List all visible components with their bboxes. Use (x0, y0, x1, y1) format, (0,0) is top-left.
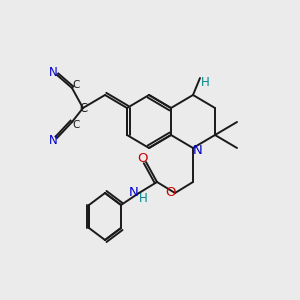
Text: C: C (72, 80, 80, 90)
Text: C: C (72, 120, 80, 130)
Text: O: O (138, 152, 148, 166)
Text: N: N (193, 143, 203, 157)
Text: H: H (201, 76, 209, 88)
Text: C: C (79, 101, 87, 115)
Text: O: O (166, 187, 176, 200)
Text: N: N (49, 134, 57, 148)
Text: N: N (49, 65, 57, 79)
Text: H: H (139, 191, 147, 205)
Text: N: N (129, 187, 139, 200)
